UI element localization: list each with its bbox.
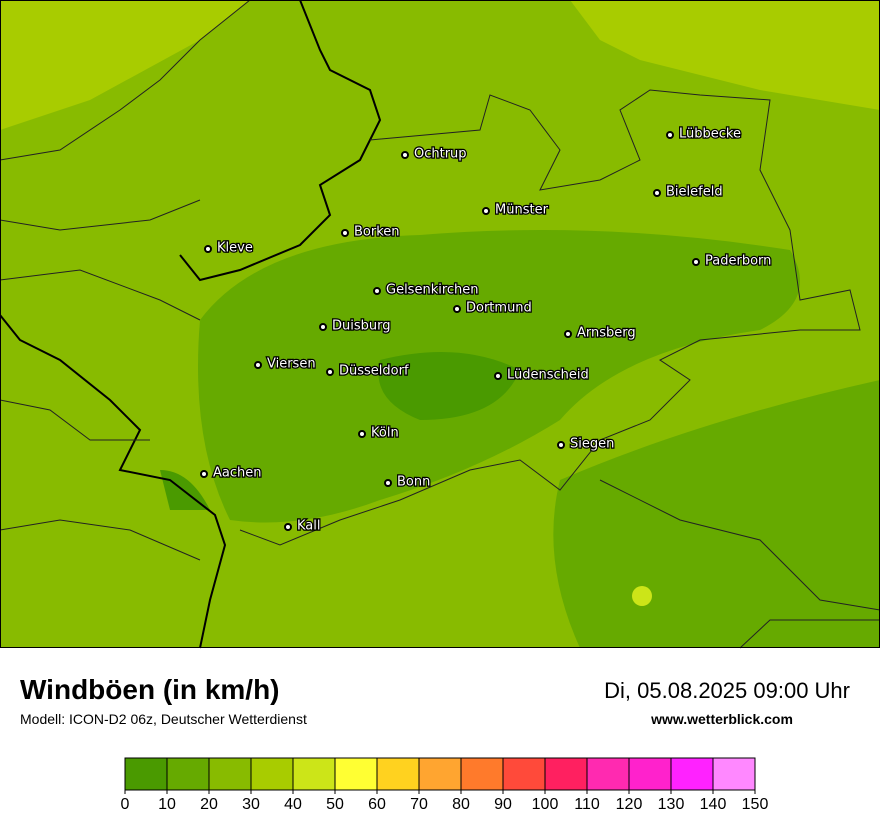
tick-label: 140 xyxy=(700,796,727,813)
tick-label: 0 xyxy=(121,796,130,813)
tick-label: 60 xyxy=(368,796,386,813)
tick-label: 130 xyxy=(658,796,685,813)
tick-label: 120 xyxy=(616,796,643,813)
city-label: Bonn xyxy=(397,475,430,490)
colorbar-segment xyxy=(334,757,378,791)
tick-label: 70 xyxy=(410,796,428,813)
city-dot xyxy=(494,372,502,380)
city-label: Ochtrup xyxy=(414,147,467,162)
city-label: Dortmund xyxy=(466,301,532,316)
tick-label: 100 xyxy=(532,796,559,813)
calmest-area xyxy=(160,352,520,510)
tick-label: 20 xyxy=(200,796,218,813)
city-dot xyxy=(482,207,490,215)
city-dot xyxy=(453,305,461,313)
city-dot xyxy=(373,287,381,295)
city-dot xyxy=(401,151,409,159)
city-dot xyxy=(284,523,292,531)
colorbar-segment xyxy=(544,757,588,791)
city-dot xyxy=(564,330,572,338)
city-label: Köln xyxy=(371,426,399,441)
city-label: Münster xyxy=(495,203,549,218)
tick-label: 110 xyxy=(574,796,600,813)
tick-label: 150 xyxy=(742,796,769,813)
colorbar-segment xyxy=(460,757,504,791)
website: www.wetterblick.com xyxy=(650,711,793,727)
city-dot xyxy=(326,368,334,376)
colorbar-segment xyxy=(586,757,630,791)
datetime: Di, 05.08.2025 09:00 Uhr xyxy=(604,678,850,703)
colorbar-segment xyxy=(166,757,210,791)
colorbar-segment xyxy=(208,757,252,791)
tick-label: 80 xyxy=(452,796,470,813)
city-label: Kall xyxy=(297,519,321,534)
city-dot xyxy=(358,430,366,438)
city-label: Gelsenkirchen xyxy=(386,283,479,298)
colorbar-segment xyxy=(376,757,420,791)
city-label: Duisburg xyxy=(332,319,391,334)
gust-spot xyxy=(632,586,652,606)
map: Lübbecke Ochtrup Bielefeld Münster Borke… xyxy=(0,0,880,649)
city-label: Düsseldorf xyxy=(339,364,409,379)
colorbar-segment xyxy=(502,757,546,791)
model-info: Modell: ICON-D2 06z, Deutscher Wetterdie… xyxy=(20,711,307,727)
light-area xyxy=(0,0,880,130)
city-label: Viersen xyxy=(267,357,316,372)
national-border xyxy=(179,0,382,282)
title: Windböen (in km/h) xyxy=(20,674,280,705)
city-label: Paderborn xyxy=(705,254,771,269)
city-dot xyxy=(666,131,674,139)
tick-label: 50 xyxy=(326,796,344,813)
state-border xyxy=(239,89,861,546)
city-dot xyxy=(254,361,262,369)
city-dot xyxy=(557,441,565,449)
city-dot xyxy=(384,479,392,487)
city-label: Kleve xyxy=(217,241,253,256)
colorbar-segment xyxy=(292,757,336,791)
region-border xyxy=(0,0,880,649)
city-dot xyxy=(341,229,349,237)
colorbar: 0 10 20 30 40 50 60 70 80 90 100 110 120 130 140 150 xyxy=(121,757,769,813)
city-label: Bielefeld xyxy=(666,185,723,200)
city-label: Aachen xyxy=(213,466,261,481)
city-label: Borken xyxy=(354,225,400,240)
city-dot xyxy=(692,258,700,266)
colorbar-segment xyxy=(418,757,462,791)
tick-label: 30 xyxy=(242,796,260,813)
tick-label: 40 xyxy=(284,796,302,813)
city-label: Arnsberg xyxy=(577,326,636,341)
national-border xyxy=(0,314,227,649)
colorbar-segment xyxy=(124,757,168,791)
city-dot xyxy=(200,470,208,478)
city-dot xyxy=(204,245,212,253)
colorbar-segment xyxy=(712,757,756,791)
south-east-area xyxy=(553,380,880,648)
colorbar-segment xyxy=(670,757,714,791)
city-label: Lüdenscheid xyxy=(507,368,589,383)
tick-label: 10 xyxy=(158,796,176,813)
colorbar-segment xyxy=(628,757,672,791)
tick-label: 90 xyxy=(494,796,512,813)
city-label: Siegen xyxy=(570,437,614,452)
city-dot xyxy=(319,323,327,331)
city-dot xyxy=(653,189,661,197)
colorbar-segment xyxy=(250,757,294,791)
city-label: Lübbecke xyxy=(679,127,741,142)
cities: Lübbecke Ochtrup Bielefeld Münster Borke… xyxy=(200,125,773,535)
